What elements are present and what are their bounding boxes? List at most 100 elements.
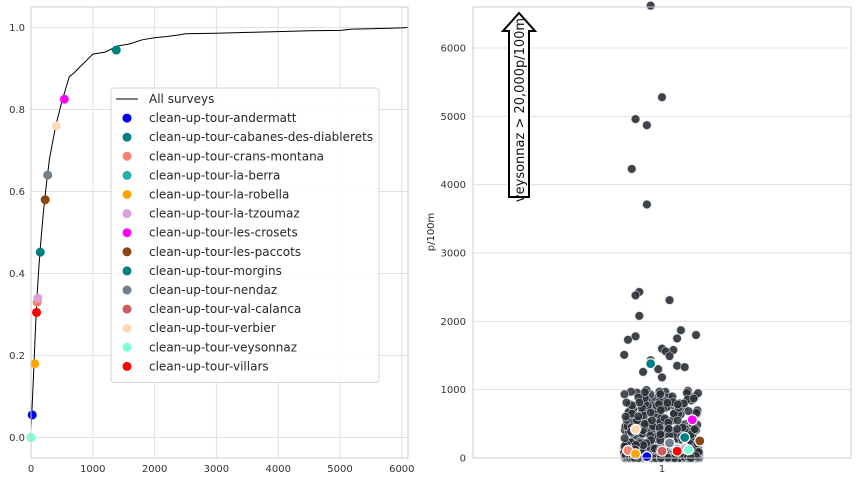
right-outlier-point: [680, 362, 690, 372]
right-survey-point: [655, 429, 666, 439]
right-outlier-point: [657, 92, 667, 102]
right-outlier-point: [642, 199, 652, 210]
right-ticks-group: 0 1000 2000 3000 4000 5000 6000 1: [441, 44, 666, 476]
right-outlier-point: [630, 331, 641, 341]
right-outlier-point: [646, 1, 656, 11]
right-plot-area: [473, 7, 851, 458]
right-point-clean-up-tour-villars: [671, 445, 683, 457]
right-survey-point: [655, 389, 665, 399]
left-y-tick-label: 0.6: [9, 187, 25, 198]
right-outlier-point: [630, 114, 641, 124]
left-x-tick-label: 4000: [265, 464, 290, 475]
legend-swatch-clean-up-tour-la-berra: [122, 170, 132, 180]
legend-label: clean-up-tour-la-robella: [149, 188, 289, 202]
left-point-clean-up-tour-verbier: [51, 121, 61, 131]
right-survey-point: [689, 393, 699, 404]
legend-label: clean-up-tour-la-tzoumaz: [149, 207, 300, 221]
right-x-tick-label: 1: [659, 464, 665, 475]
right-survey-point: [664, 424, 674, 434]
legend-swatch-clean-up-tour-nendaz: [122, 285, 132, 295]
right-survey-point: [620, 433, 630, 443]
right-survey-point: [673, 399, 683, 410]
right-outlier-point: [634, 311, 644, 321]
legend-label: All surveys: [149, 92, 214, 106]
legend-label: clean-up-tour-les-paccots: [149, 245, 301, 259]
right-y-tick-label: 4000: [441, 180, 466, 191]
legend-swatch-clean-up-tour-les-paccots: [122, 247, 132, 257]
left-x-tick-label: 1000: [80, 464, 105, 475]
right-point-clean-up-tour-nendaz: [663, 437, 676, 449]
legend-swatch-clean-up-tour-verbier: [122, 323, 132, 333]
right-y-tick-label: 5000: [441, 112, 466, 123]
legend-swatch-clean-up-tour-la-tzoumaz: [122, 209, 132, 219]
right-outlier-point: [638, 367, 648, 377]
right-survey-point: [634, 397, 645, 408]
legend-swatch-clean-up-tour-val-calanca: [122, 304, 132, 314]
legend-swatch-clean-up-tour-crans-montana: [122, 151, 132, 161]
legend-label: clean-up-tour-la-berra: [149, 168, 280, 182]
right-outlier-point: [627, 164, 637, 174]
right-highlight-group: [622, 358, 706, 463]
right-y-tick-label: 1000: [441, 385, 466, 396]
right-y-tick-label: 6000: [441, 44, 466, 55]
left-point-clean-up-tour-villars: [32, 307, 42, 317]
legend-label: clean-up-tour-les-crosets: [149, 226, 298, 240]
right-survey-point: [633, 411, 643, 422]
right-survey-point: [640, 387, 650, 397]
right-point-clean-up-tour-val-calanca: [656, 445, 668, 457]
left-ticks-group: 0 1000 2000 3000 4000 5000 6000 0.0 0.2 0.4 0.6 0.8…: [9, 23, 414, 475]
left-point-clean-up-tour-morgins: [35, 247, 45, 257]
legend-label: clean-up-tour-nendaz: [149, 283, 277, 297]
left-x-tick-label: 6000: [389, 464, 414, 475]
right-y-tick-label: 2000: [441, 317, 466, 328]
right-survey-point: [647, 415, 657, 425]
right-survey-point: [690, 424, 700, 434]
right-outlier-point: [619, 350, 629, 360]
legend-label: clean-up-tour-verbier: [149, 321, 276, 335]
left-plot-border: [30, 6, 409, 459]
right-point-clean-up-tour-la-robella: [629, 448, 642, 460]
right-survey-point: [646, 407, 656, 418]
legend-label: clean-up-tour-villars: [149, 359, 269, 373]
left-chart: 0 1000 2000 3000 4000 5000 6000 0.0 0.2 0.4 0.6 0.8…: [9, 6, 415, 475]
left-x-tick-label: 3000: [204, 464, 229, 475]
left-point-clean-up-tour-nendaz: [43, 170, 53, 180]
legend-swatch-clean-up-tour-morgins: [122, 266, 132, 276]
legend-swatch-clean-up-tour-villars: [122, 361, 132, 371]
right-point-clean-up-tour-cabanes-des-diablerets: [645, 358, 657, 370]
right-outlier-point: [653, 364, 663, 374]
right-outlier-point: [676, 325, 686, 335]
annotation-text: veysonnaz > 20,000p/100m: [513, 18, 528, 202]
right-plot-border: [472, 6, 852, 459]
right-outlier-point: [691, 330, 701, 340]
annotation-arrow-shape: [500, 11, 538, 198]
right-survey-point: [672, 424, 682, 434]
right-survey-point: [683, 406, 694, 416]
left-point-clean-up-tour-cabanes-des-diablerets: [111, 45, 121, 55]
annotation-arrow: veysonnaz > 20,000p/100m: [500, 11, 538, 202]
legend-label: clean-up-tour-crans-montana: [149, 149, 324, 163]
right-y-axis-label: p/100m: [426, 213, 437, 252]
right-point-clean-up-tour-veysonnaz: [682, 444, 695, 456]
right-outlier-point: [672, 361, 682, 371]
all-surveys-line: [30, 27, 409, 430]
left-y-tick-label: 0.0: [9, 433, 25, 444]
legend-swatch-clean-up-tour-veysonnaz: [122, 342, 132, 352]
left-cdf-line-group: [30, 27, 409, 430]
left-point-clean-up-tour-andermatt: [27, 410, 37, 420]
right-point-clean-up-tour-morgins: [679, 431, 691, 444]
legend-swatch-clean-up-tour-la-robella: [122, 190, 132, 199]
legend-label: clean-up-tour-morgins: [149, 264, 282, 278]
right-y-tick-label: 3000: [441, 249, 466, 260]
legend-label: clean-up-tour-cabanes-des-diablerets: [149, 130, 373, 144]
left-point-clean-up-tour-les-paccots: [40, 195, 50, 205]
legend-swatch-clean-up-tour-andermatt: [122, 113, 132, 123]
right-survey-point: [621, 397, 632, 408]
legend-label: clean-up-tour-veysonnaz: [149, 340, 297, 354]
left-x-tick-label: 5000: [327, 464, 352, 475]
right-outlier-point: [623, 335, 633, 345]
left-y-tick-label: 0.4: [9, 269, 25, 280]
left-y-tick-label: 0.2: [9, 351, 25, 362]
right-outlier-point: [657, 372, 667, 382]
left-legend: All surveys clean-up-tour-andermatt clean-…: [110, 87, 380, 383]
